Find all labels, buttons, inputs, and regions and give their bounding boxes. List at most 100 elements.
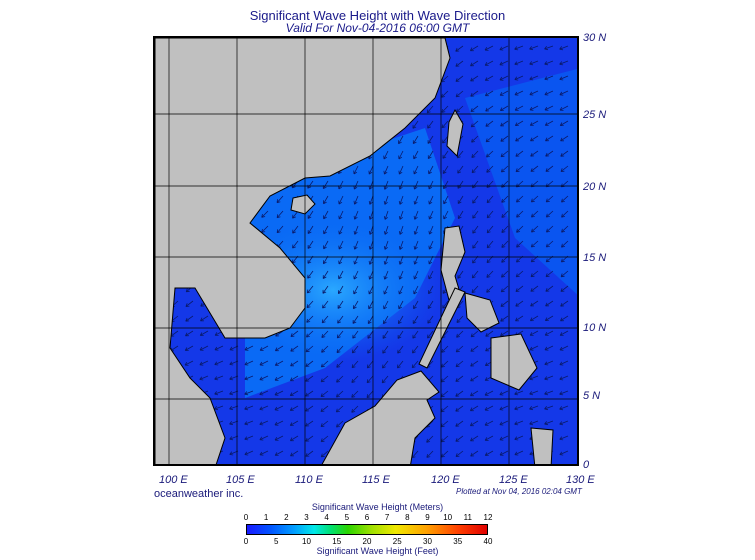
wave-arrow	[559, 120, 569, 126]
wave-arrow	[545, 210, 554, 218]
wave-arrow	[485, 105, 494, 112]
wave-arrow	[398, 255, 404, 265]
wave-arrow	[229, 405, 239, 411]
wave-arrow	[560, 150, 569, 157]
wave-arrow	[290, 330, 299, 337]
wave-arrow	[413, 150, 419, 160]
wave-arrow	[501, 270, 509, 278]
wave-arrow	[529, 315, 539, 322]
wave-arrow	[199, 345, 209, 351]
legend-tick-feet-0: 0	[243, 537, 249, 546]
wave-arrow	[441, 450, 449, 458]
wave-arrow	[383, 255, 389, 265]
wave-arrow	[559, 390, 569, 396]
wave-arrow	[261, 225, 269, 233]
wave-arrow	[514, 105, 524, 111]
wave-arrow	[501, 240, 509, 248]
wave-arrow	[244, 345, 254, 351]
legend-title-meters: Significant Wave Height (Meters)	[311, 502, 444, 512]
wave-arrow	[305, 435, 314, 442]
wave-arrow	[368, 195, 374, 205]
wave-arrow	[514, 390, 524, 396]
legend-tick-feet-2: 10	[302, 537, 311, 546]
wave-arrow	[321, 345, 329, 353]
wave-arrow	[529, 90, 539, 96]
wave-arrow	[545, 285, 554, 292]
wave-arrow	[428, 165, 434, 175]
wave-arrow	[499, 60, 509, 66]
wave-arrow	[559, 435, 569, 441]
wave-arrow	[292, 225, 299, 234]
legend-tick-feet-4: 20	[362, 537, 372, 546]
wave-arrow	[426, 435, 434, 443]
wave-arrow	[307, 270, 314, 279]
map-subtitle: Valid For Nov-04-2016 06:00 GMT	[285, 21, 470, 35]
wave-arrow	[559, 360, 569, 366]
wave-arrow	[305, 390, 314, 397]
wave-arrow	[530, 165, 539, 172]
wave-arrow	[244, 405, 254, 411]
wave-arrow	[427, 330, 434, 339]
wave-arrow	[353, 255, 359, 265]
wave-arrow	[428, 255, 434, 265]
wave-arrow	[398, 210, 404, 220]
wave-arrow	[455, 450, 464, 457]
wave-arrow	[274, 450, 284, 456]
wave-arrow	[274, 375, 284, 381]
wave-arrow	[561, 240, 569, 248]
wave-arrow	[398, 165, 404, 175]
wave-arrow	[457, 195, 464, 204]
wave-arrow	[484, 75, 494, 81]
wave-arrow	[469, 45, 479, 52]
wave-arrow	[472, 225, 479, 234]
wave-arrow	[413, 165, 419, 175]
wave-arrow	[338, 285, 344, 295]
wave-arrow	[351, 390, 359, 398]
wave-arrow	[470, 60, 479, 67]
wave-arrow	[320, 450, 329, 458]
lon-label-115: 115 E	[362, 474, 390, 486]
wave-arrow	[398, 180, 404, 190]
wave-arrow	[560, 135, 569, 142]
wave-arrow	[353, 270, 359, 280]
land	[155, 38, 554, 464]
wave-arrow	[514, 450, 524, 456]
legend-color-bar	[246, 524, 488, 535]
wave-arrow	[412, 315, 419, 324]
wave-arrow	[368, 285, 374, 295]
wave-arrow	[184, 360, 194, 366]
wave-arrow	[457, 180, 464, 189]
wave-arrow	[469, 420, 479, 427]
wave-arrow	[289, 375, 299, 382]
wave-arrow	[560, 285, 569, 292]
wave-arrow	[274, 345, 284, 352]
wave-arrow	[398, 135, 404, 145]
map-title: Significant Wave Height with Wave Direct…	[249, 8, 506, 23]
wave-arrow	[306, 300, 314, 309]
wave-arrow	[514, 420, 524, 426]
lon-label-105: 105 E	[226, 474, 255, 486]
wave-arrow	[397, 330, 404, 339]
wave-arrow	[544, 90, 554, 96]
land-visayas	[464, 292, 500, 333]
wave-arrow	[428, 285, 434, 295]
wave-arrow	[336, 330, 344, 339]
wave-arrow	[516, 225, 524, 233]
wave-arrow	[353, 195, 359, 205]
wave-arrow	[500, 165, 509, 173]
wave-arrow	[440, 435, 449, 443]
wave-arrow	[335, 405, 344, 413]
wave-arrow	[455, 60, 464, 67]
wave-arrow	[214, 345, 224, 351]
wave-arrow	[427, 120, 434, 129]
wave-arrow	[338, 210, 344, 220]
legend-tick-feet-8: 40	[483, 537, 493, 546]
wave-arrow	[381, 375, 389, 384]
wave-arrow	[499, 390, 509, 396]
wave-arrow	[336, 390, 344, 398]
wave-arrow	[413, 210, 419, 220]
wave-arrow	[484, 450, 494, 456]
wave-arrow	[514, 60, 524, 66]
wave-arrow	[500, 315, 509, 322]
wave-arrow	[559, 345, 569, 351]
